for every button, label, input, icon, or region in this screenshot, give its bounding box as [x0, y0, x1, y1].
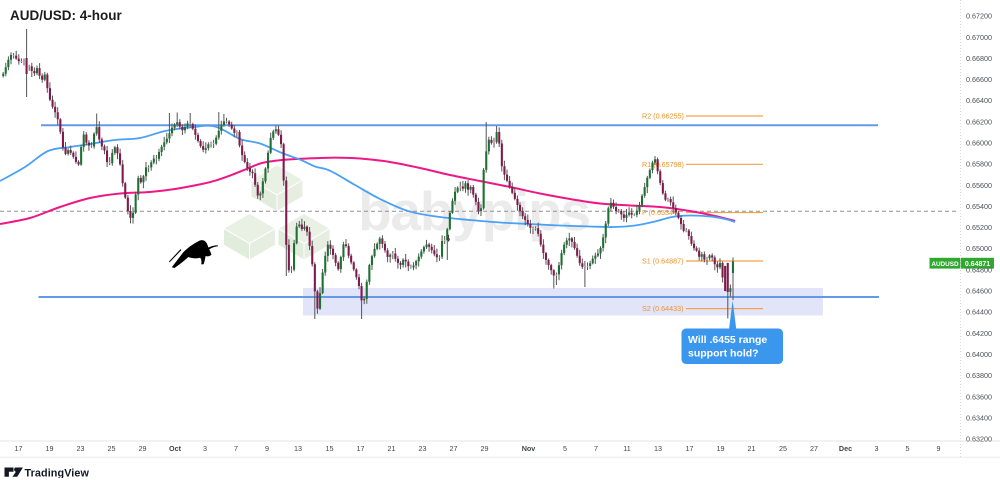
svg-text:0.66800: 0.66800	[966, 54, 992, 63]
svg-text:P (0.65344): P (0.65344)	[642, 208, 679, 217]
svg-text:15: 15	[326, 444, 334, 453]
svg-text:3: 3	[875, 444, 879, 453]
svg-text:21: 21	[388, 444, 396, 453]
svg-text:27: 27	[810, 444, 818, 453]
svg-text:25: 25	[108, 444, 116, 453]
svg-text:3: 3	[203, 444, 207, 453]
svg-text:babypips: babypips	[358, 180, 590, 242]
svg-text:0.64871: 0.64871	[965, 261, 990, 268]
svg-text:9: 9	[937, 444, 941, 453]
svg-text:0.66200: 0.66200	[966, 117, 992, 126]
svg-text:7: 7	[234, 444, 238, 453]
svg-text:AUD/USD: 4-hour: AUD/USD: 4-hour	[10, 8, 122, 23]
svg-text:11: 11	[623, 444, 630, 453]
svg-text:Will .6455 range: Will .6455 range	[688, 334, 767, 346]
svg-text:17: 17	[686, 444, 694, 453]
svg-text:0.65200: 0.65200	[966, 223, 992, 232]
svg-text:0.63400: 0.63400	[966, 413, 992, 422]
svg-text:0.63200: 0.63200	[966, 435, 992, 444]
svg-text:25: 25	[779, 444, 787, 453]
svg-text:R1 (0.65798): R1 (0.65798)	[642, 160, 684, 169]
svg-text:0.64600: 0.64600	[966, 287, 992, 296]
svg-text:27: 27	[450, 444, 458, 453]
svg-text:Dec: Dec	[839, 444, 852, 453]
svg-text:S2 (0.64433): S2 (0.64433)	[642, 304, 684, 313]
svg-text:0.65000: 0.65000	[966, 244, 992, 253]
svg-text:0.66600: 0.66600	[966, 75, 992, 84]
svg-text:5: 5	[563, 444, 567, 453]
svg-text:S1 (0.64887): S1 (0.64887)	[642, 257, 684, 266]
svg-text:0.64200: 0.64200	[966, 329, 992, 338]
svg-text:0.63600: 0.63600	[966, 392, 992, 401]
svg-text:0.64000: 0.64000	[966, 350, 992, 359]
svg-text:support hold?: support hold?	[688, 347, 759, 359]
svg-text:0.67000: 0.67000	[966, 33, 992, 42]
svg-text:5: 5	[906, 444, 910, 453]
svg-text:Nov: Nov	[522, 444, 536, 453]
svg-text:23: 23	[77, 444, 85, 453]
svg-text:13: 13	[294, 444, 302, 453]
svg-text:17: 17	[357, 444, 365, 453]
svg-text:Oct: Oct	[169, 444, 182, 453]
svg-text:TradingView: TradingView	[25, 468, 90, 479]
svg-text:13: 13	[654, 444, 662, 453]
svg-text:0.63800: 0.63800	[966, 371, 992, 380]
svg-text:29: 29	[139, 444, 147, 453]
svg-text:AUDUSD: AUDUSD	[931, 261, 959, 268]
svg-text:0.64800: 0.64800	[966, 265, 992, 274]
svg-text:0.65800: 0.65800	[966, 160, 992, 169]
svg-text:0.65600: 0.65600	[966, 181, 992, 190]
svg-text:7: 7	[594, 444, 598, 453]
svg-text:23: 23	[419, 444, 427, 453]
svg-text:17: 17	[15, 444, 23, 453]
svg-text:R2 (0.66255): R2 (0.66255)	[642, 112, 684, 121]
svg-text:0.67200: 0.67200	[966, 12, 992, 21]
svg-text:19: 19	[46, 444, 54, 453]
svg-text:19: 19	[717, 444, 725, 453]
svg-text:0.66000: 0.66000	[966, 139, 992, 148]
svg-text:0.64400: 0.64400	[966, 308, 992, 317]
svg-text:0.65400: 0.65400	[966, 202, 992, 211]
svg-text:9: 9	[265, 444, 269, 453]
svg-text:0.66400: 0.66400	[966, 96, 992, 105]
svg-text:21: 21	[748, 444, 756, 453]
svg-text:29: 29	[481, 444, 489, 453]
